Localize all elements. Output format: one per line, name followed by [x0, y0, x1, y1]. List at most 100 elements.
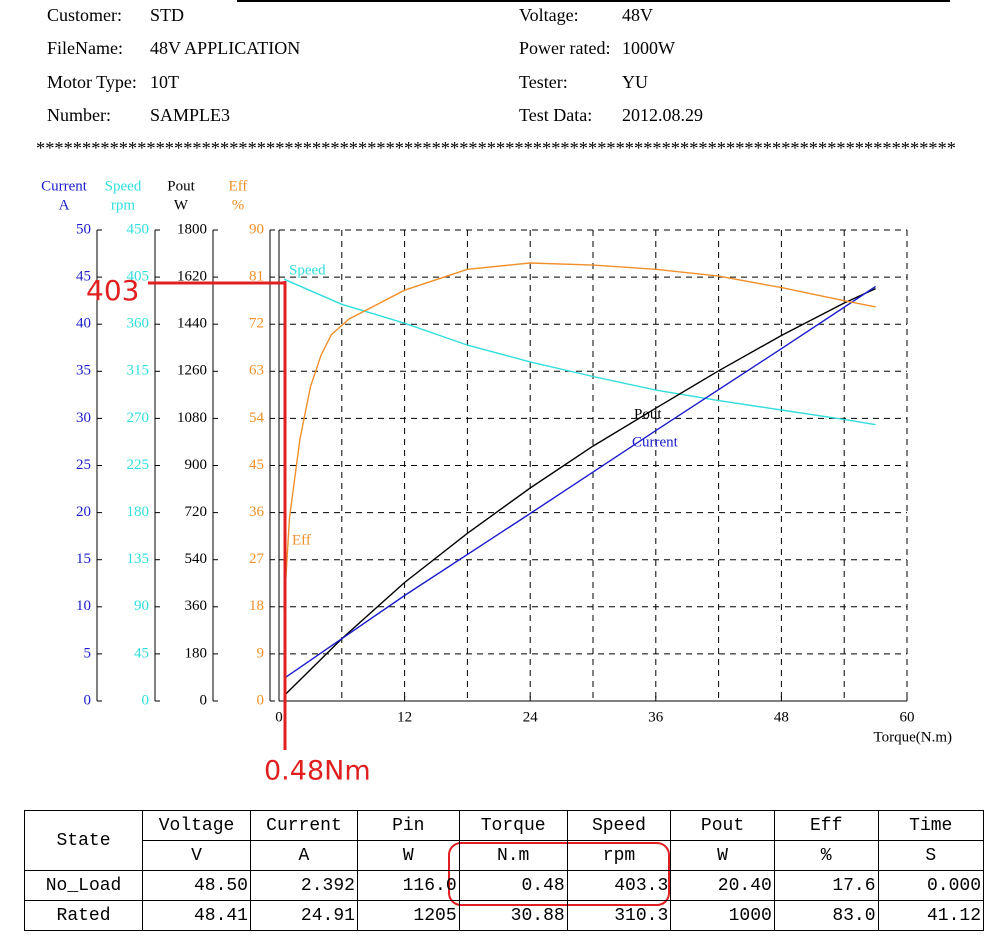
header-cell: Voltage [142, 810, 251, 841]
y-tick-label: 35 [76, 363, 91, 379]
unit-cell: W [356, 840, 460, 871]
y-tick-label: 10 [76, 598, 91, 614]
result-table: State Voltage Current Pin Torque Speed Pout Eff… [23, 810, 984, 931]
x-tick-label: 48 [774, 709, 789, 725]
y-tick-label: 270 [127, 410, 150, 426]
table-cell: 2.392 [249, 870, 358, 901]
annotation-text: 0.48Nm [264, 756, 371, 787]
axis-unit: W [174, 197, 189, 213]
annotation-text: 403 [86, 274, 139, 307]
y-tick-label: 45 [249, 457, 264, 473]
table-cell: Rated [23, 900, 144, 931]
y-tick-label: 81 [249, 269, 264, 285]
y-tick-label: 180 [185, 645, 208, 661]
field-label: Test Data: [519, 105, 592, 125]
y-tick-label: 360 [127, 316, 150, 332]
axis-title: Pout [167, 178, 195, 194]
annotation: 403 0.48Nm [86, 274, 670, 906]
series-label: Speed [289, 262, 326, 278]
y-tick-label: 72 [249, 316, 264, 332]
series-line [283, 278, 876, 426]
series-label: Current [632, 434, 679, 450]
y-tick-label: 9 [257, 645, 265, 661]
y-tick-label: 1080 [177, 410, 207, 426]
y-tick-label: 1440 [177, 316, 207, 332]
axis-title: Current [41, 178, 88, 194]
field-value: YU [622, 72, 648, 92]
header-cell: Torque [458, 810, 568, 841]
axis-title: Eff [229, 178, 248, 194]
field-value: 2012.08.29 [622, 105, 703, 125]
field-value: STD [150, 5, 184, 25]
y-tick-label: 27 [249, 551, 265, 567]
y-tick-label: 90 [249, 221, 264, 237]
chart: Current A 0 5 10 15 20 25 30 35 40 45 50 Speed rpm 0 45 9… [41, 178, 952, 745]
y-tick-label: 225 [127, 457, 150, 473]
y-tick-label: 15 [76, 551, 91, 567]
y-tick-label: 40 [76, 316, 91, 332]
unit-cell: W [670, 840, 775, 871]
x-tick-label: 24 [523, 709, 539, 725]
x-tick-label: 0 [275, 709, 283, 725]
y-tick-label: 90 [134, 598, 149, 614]
y-tick-label: 45 [134, 645, 149, 661]
table-cell: 0.48 [458, 870, 568, 901]
field-label: Number: [47, 105, 111, 125]
y-tick-label: 25 [76, 457, 91, 473]
y-tick-label: 1620 [177, 269, 207, 285]
table-cell: 48.50 [142, 870, 251, 901]
series-label: Eff [292, 532, 311, 548]
header-cell: Pin [356, 810, 460, 841]
table-row: State Voltage Current Pin Torque Speed Pout Eff… [23, 810, 984, 871]
y-tick-label: 36 [249, 504, 265, 520]
y-tick-label: 1800 [177, 221, 207, 237]
y-tick-label: 30 [76, 410, 91, 426]
x-tick-label: 60 [900, 709, 915, 725]
field-value: 1000W [622, 38, 675, 58]
y-tick-label: 405 [127, 269, 150, 285]
y-tick-label: 45 [76, 269, 91, 285]
series-line [283, 285, 876, 679]
field-value: 48V APPLICATION [150, 38, 300, 58]
y-tick-label: 18 [249, 598, 264, 614]
series-label: Pout [634, 406, 662, 422]
field-label: FileName: [47, 38, 123, 58]
table-cell: 1000 [670, 900, 775, 931]
y-tick-label: 315 [127, 363, 150, 379]
field-label: Customer: [47, 5, 122, 25]
table-row: No_Load 48.50 2.392 116.0 0.48 403.3 20.40 17.6… [23, 870, 984, 901]
table-cell: 1205 [356, 900, 460, 931]
y-tick-label: 5 [84, 645, 92, 661]
y-tick-label: 1260 [177, 363, 207, 379]
series-line [283, 287, 876, 697]
header-cell: Current [249, 810, 358, 841]
unit-cell: N.m [458, 840, 568, 871]
field-label: Power rated: [519, 38, 610, 58]
header-cell: Speed [566, 810, 672, 841]
axis-unit: rpm [111, 197, 135, 213]
y-tick-label: 180 [127, 504, 150, 520]
field-label: Voltage: [519, 5, 579, 25]
axis-unit: A [59, 197, 70, 213]
table-cell: 30.88 [458, 900, 568, 931]
y-tick-label: 900 [185, 457, 208, 473]
table-cell: 20.40 [670, 870, 775, 901]
table-cell: 17.6 [773, 870, 879, 901]
axis-unit: % [232, 197, 245, 213]
table-cell: 403.3 [566, 870, 672, 901]
y-tick-label: 50 [76, 221, 91, 237]
header: Customer: STD FileName: 48V APPLICATION Moto… [47, 5, 703, 125]
header-cell: Time [877, 810, 984, 841]
table-cell: 116.0 [356, 870, 460, 901]
axis-title: Speed [105, 178, 142, 194]
series-line [283, 262, 876, 609]
table-cell: 24.91 [249, 900, 358, 931]
separator: ****************************************… [36, 138, 956, 158]
field-value: SAMPLE3 [150, 105, 230, 125]
y-tick-label: 0 [84, 692, 92, 708]
y-tick-label: 0 [142, 692, 150, 708]
unit-cell: % [773, 840, 879, 871]
y-tick-label: 0 [200, 692, 208, 708]
